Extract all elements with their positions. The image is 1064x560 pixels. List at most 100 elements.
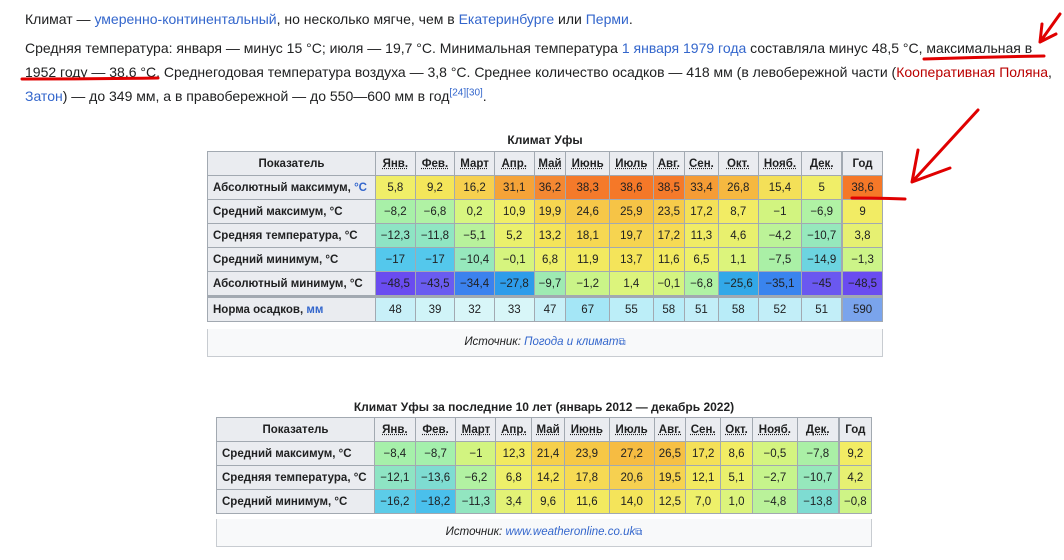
unit-link[interactable]: °C [354,181,367,194]
month-value-cell: −10,4 [454,247,495,272]
reference-link[interactable]: [24][30] [449,87,483,99]
month-value-cell: 11,6 [563,489,610,514]
month-value-cell: −0,1 [493,247,535,272]
month-value-cell: −9,7 [533,271,567,297]
month-value-cell: −8,4 [374,441,416,466]
month-value-cell: −10,7 [796,465,840,490]
header-month-7: Июль [608,417,655,442]
link-continental-climate[interactable]: умеренно-континентальный [94,11,277,27]
row-label: Средний минимум, °C [216,489,375,514]
header-month-5: Май [531,417,565,442]
year-value-cell: 3,8 [841,223,884,248]
month-value-cell: −11,8 [414,223,456,248]
month-value-cell: −1 [757,199,803,224]
table-row: Средний минимум, °C −17 −17 −10,4 −0,1 6,8 11,… [207,247,884,272]
temps-text-4: ) — до 349 мм, а в правобережной — до 55… [62,88,450,104]
link-perm[interactable]: Перми [585,11,629,27]
row-label: Норма осадков, мм [207,295,376,322]
month-value-cell: −27,8 [493,271,535,297]
month-value-cell: −12,3 [375,223,416,248]
header-month-5: Май [533,151,567,176]
temperature-paragraph: Средняя температура: января — минус 15 °… [25,36,1055,108]
header-month-10: Окт. [717,151,759,176]
month-value-cell: −18,2 [414,489,457,514]
table1-header-row: Показатель Янв. Фев. Март Апр. Май Июнь Июль Авг… [207,151,884,176]
month-value-cell: −4,8 [751,489,798,514]
month-value-cell: −1 [455,441,497,466]
month-value-cell: 19,5 [653,465,687,490]
header-month-3: Март [455,417,497,442]
month-value-cell: 48 [375,295,416,322]
month-value-cell: −16,2 [374,489,416,514]
external-link-icon: ⧉ [618,337,626,348]
month-value-cell: 18,1 [565,223,610,248]
month-value-cell: −6,8 [414,199,456,224]
month-value-cell: 1,1 [717,247,759,272]
month-value-cell: −1,2 [565,271,610,297]
month-value-cell: −34,4 [454,271,495,297]
year-value-cell: 590 [841,295,884,322]
month-value-cell: −12,1 [374,465,416,490]
month-value-cell: −7,8 [796,441,840,466]
month-value-cell: 67 [565,295,610,322]
header-month-10: Окт. [720,417,753,442]
month-value-cell: 39 [414,295,456,322]
header-month-12: Дек. [796,417,840,442]
month-value-cell: −6,2 [455,465,497,490]
header-indicator: Показатель [216,417,375,442]
month-value-cell: 1,0 [720,489,753,514]
month-value-cell: 5,8 [375,175,416,200]
external-link-icon: ⧉ [635,527,643,538]
month-value-cell: 38,5 [652,175,685,200]
link-zaton[interactable]: Затон [25,88,63,104]
month-value-cell: −8,7 [414,441,457,466]
climate-intro-paragraph: Климат — умеренно-континентальный, но не… [25,7,1055,31]
link-yekaterinburg[interactable]: Екатеринбурге [458,11,555,27]
header-month-6: Июнь [563,417,610,442]
table-row: Средняя температура, °C −12,3 −11,8 −5,1 5,2… [207,223,884,248]
month-value-cell: 4,6 [717,223,759,248]
month-value-cell: 38,6 [609,175,654,200]
month-value-cell: −11,3 [455,489,497,514]
unit-link[interactable]: мм [306,303,324,316]
month-value-cell: 20,6 [608,465,655,490]
row-label-text: Абсолютный максимум, [213,181,355,194]
month-value-cell: 26,5 [653,441,687,466]
table2-source-label: Источник: [445,526,506,538]
month-value-cell: 33,4 [683,175,719,200]
header-month-1: Янв. [375,151,416,176]
month-value-cell: 6,8 [533,247,567,272]
link-january-1979[interactable]: 1 января 1979 года [621,40,747,56]
row-label: Средний максимум, °C [207,199,376,224]
table-row: Норма осадков, мм 48 39 32 33 47 67 55 58 51 58 52 5… [207,295,884,322]
row-label: Абсолютный минимум, °C [207,271,376,297]
month-value-cell: 32 [454,295,495,322]
table2-source: Источник: www.weatheronline.co.uk⧉ [216,519,872,547]
month-value-cell: 27,2 [608,441,655,466]
row-label: Средний минимум, °C [207,247,376,272]
climate-table: Показатель Янв. Фев. Март Апр. Май Июнь Июль Авг… [207,151,884,322]
month-value-cell: 8,6 [720,441,753,466]
link-kooperativnaya-polyana[interactable]: Кооперативная Поляна [896,64,1049,80]
intro-text-1: Климат — [25,11,95,27]
month-value-cell: 7,0 [685,489,722,514]
month-value-cell: 8,7 [717,199,759,224]
month-value-cell: −10,7 [801,223,843,248]
month-value-cell: 13,2 [533,223,567,248]
month-value-cell: −25,6 [717,271,759,297]
temps-text-5: . [482,88,487,104]
header-month-4: Апр. [495,417,533,442]
month-value-cell: 5,2 [493,223,535,248]
month-value-cell: 17,2 [683,199,719,224]
month-value-cell: −13,6 [414,465,457,490]
month-value-cell: −0,1 [652,271,685,297]
table1-source-label: Источник: [464,336,525,348]
month-value-cell: 17,2 [685,441,722,466]
month-value-cell: −6,8 [683,271,719,297]
table1-source-link[interactable]: Погода и климат [524,336,619,348]
month-value-cell: 51 [683,295,719,322]
header-month-11: Нояб. [757,151,803,176]
table2-source-link[interactable]: www.weatheronline.co.uk [505,526,636,538]
year-value-cell: −48,5 [841,271,884,297]
month-value-cell: 3,4 [495,489,533,514]
